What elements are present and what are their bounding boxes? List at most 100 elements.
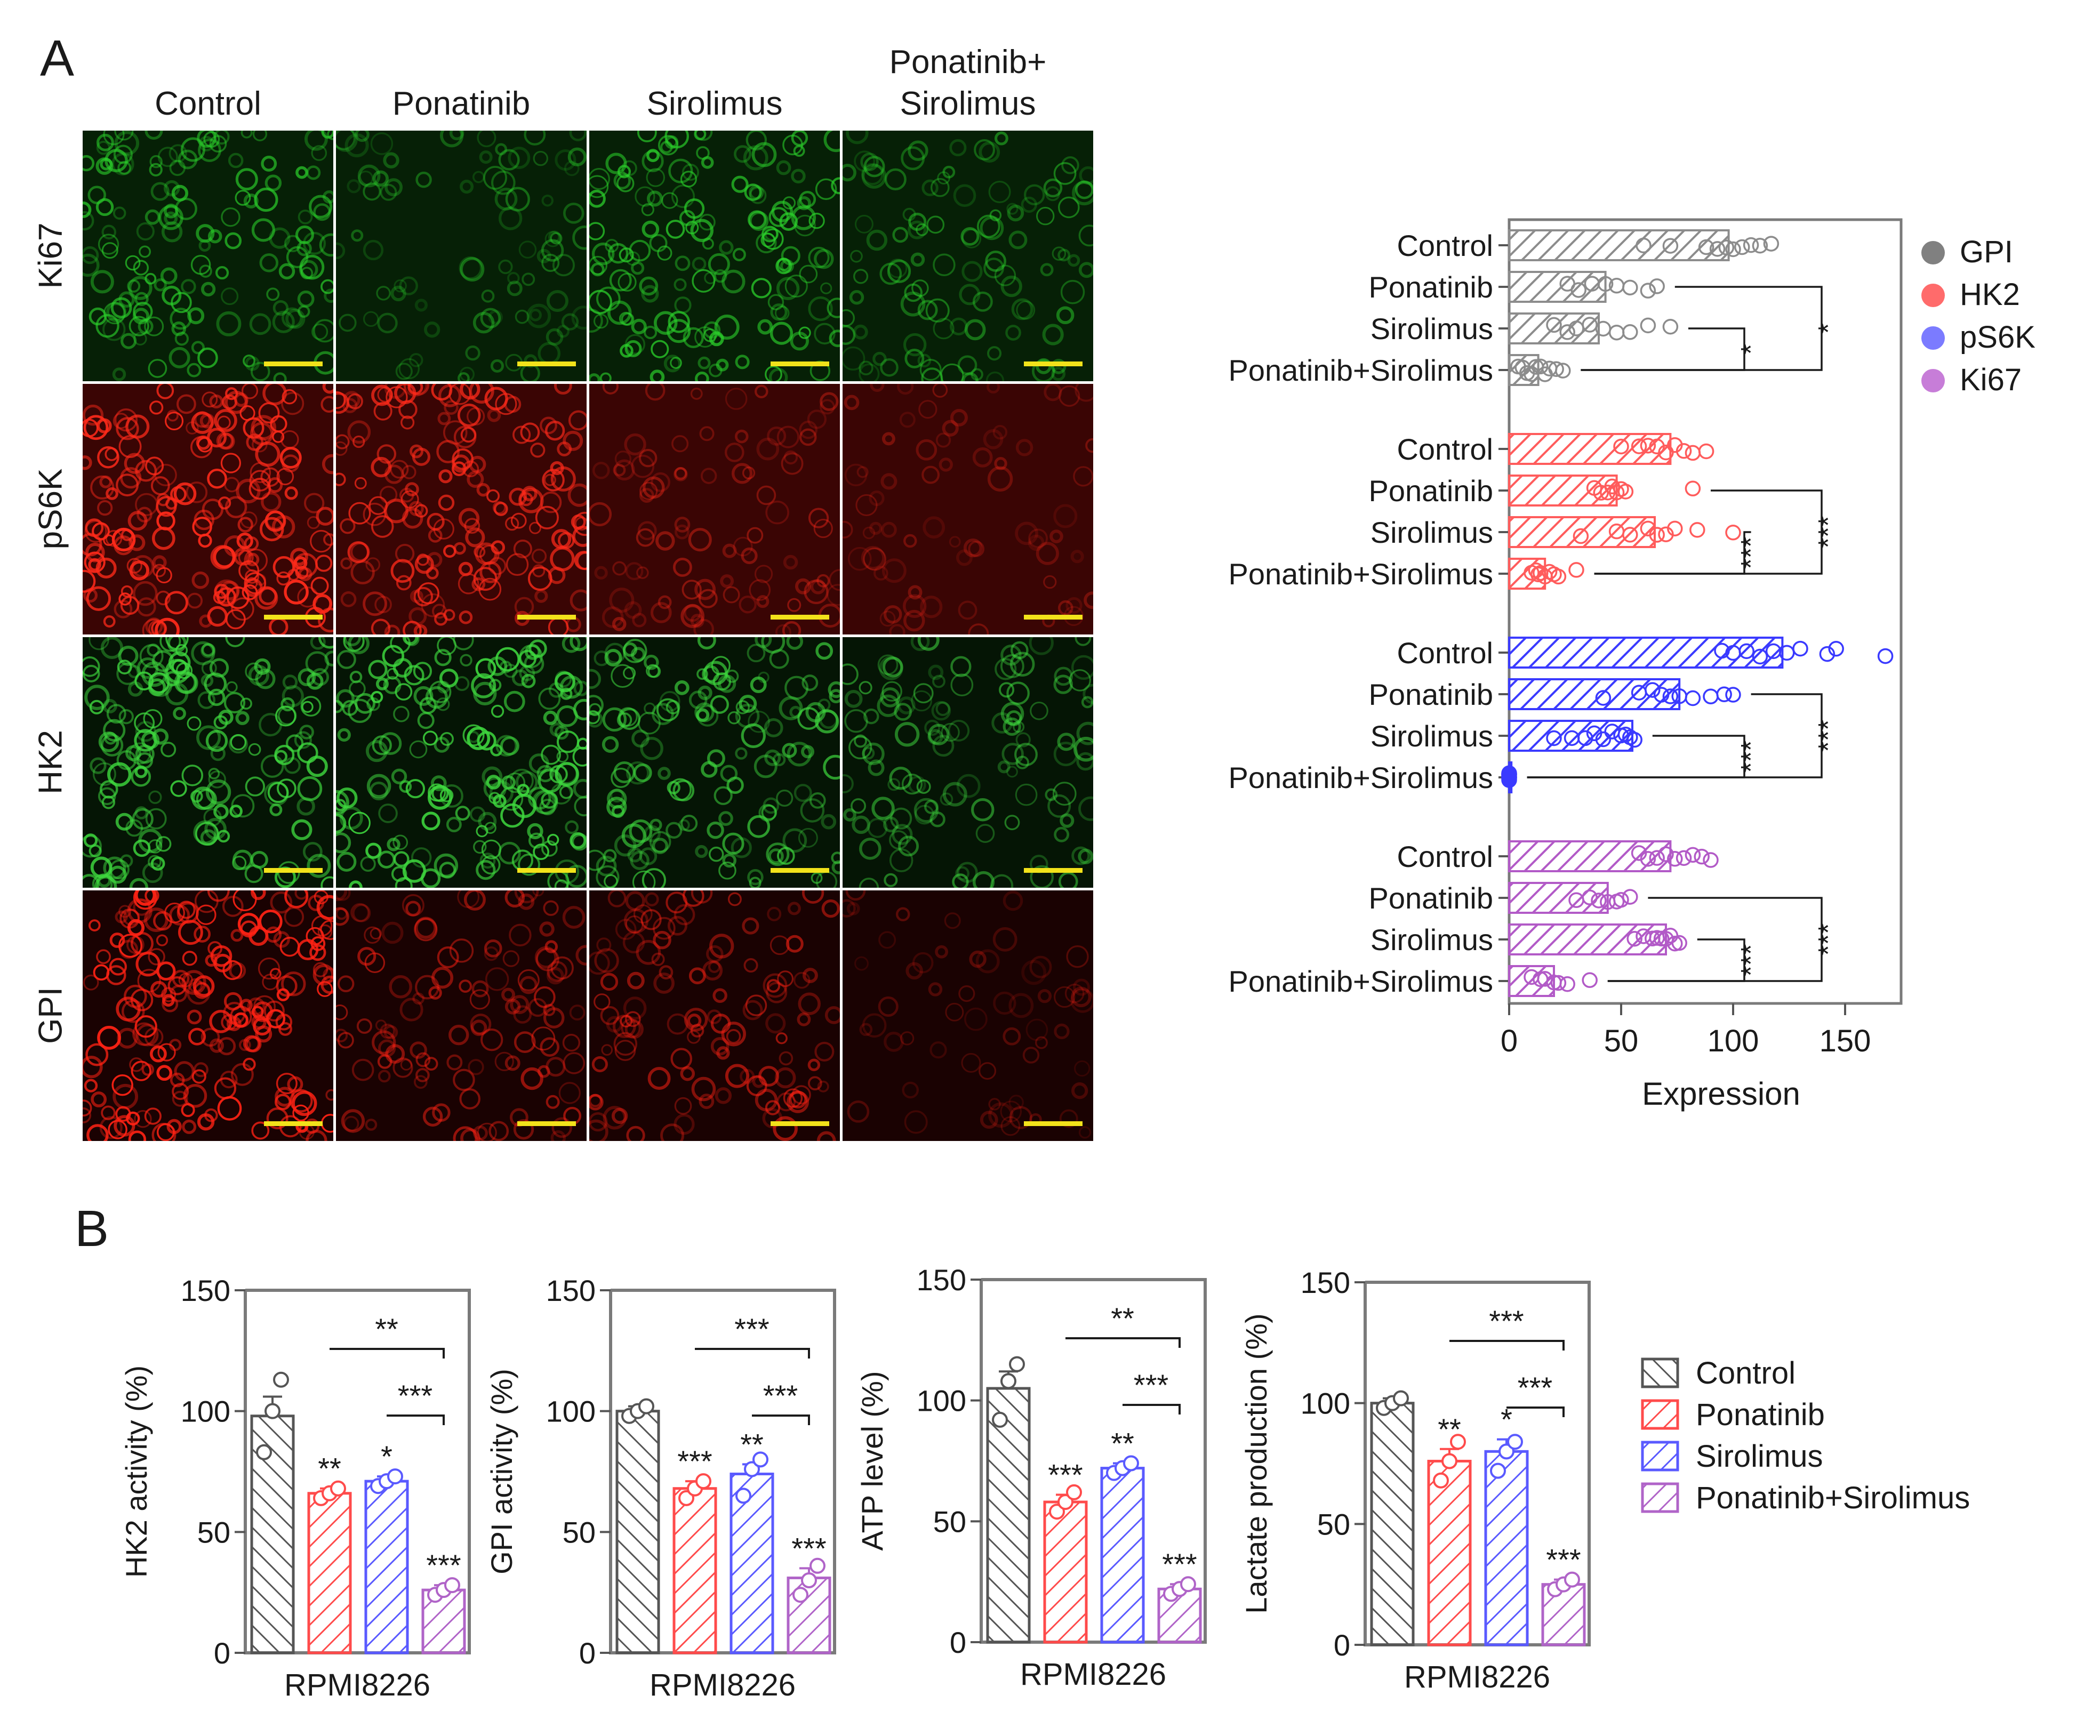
data-point bbox=[1752, 648, 1768, 665]
bar bbox=[1508, 637, 1784, 669]
data-point bbox=[1676, 443, 1692, 459]
y-tick-label: 50 bbox=[1317, 1507, 1350, 1541]
bar bbox=[1508, 475, 1618, 507]
significance-label: ** bbox=[375, 1312, 398, 1346]
micrograph-cells bbox=[843, 384, 1093, 634]
y-tick-label: 100 bbox=[917, 1384, 966, 1418]
significance-label: *** bbox=[1048, 1458, 1083, 1491]
data-point bbox=[1123, 1455, 1139, 1472]
micrograph-cells bbox=[336, 131, 587, 381]
bar bbox=[307, 1492, 352, 1654]
legend-label: Ki67 bbox=[1960, 363, 2022, 397]
significance-bracket bbox=[1065, 1337, 1181, 1348]
data-point bbox=[1671, 935, 1687, 951]
y-tick-label: 150 bbox=[546, 1274, 596, 1307]
plot-frame bbox=[1508, 218, 1903, 1005]
data-point bbox=[387, 1468, 403, 1485]
micrograph-cells bbox=[589, 131, 840, 381]
category-label: Control bbox=[1397, 840, 1493, 873]
data-point bbox=[1716, 686, 1732, 703]
bar bbox=[1427, 1459, 1472, 1646]
data-point bbox=[1530, 566, 1546, 583]
bar bbox=[1157, 1587, 1202, 1644]
scale-bar bbox=[1024, 361, 1083, 366]
data-point bbox=[1450, 1434, 1466, 1450]
legend-marker bbox=[1921, 241, 1945, 264]
significance-bracket bbox=[330, 1348, 445, 1359]
data-point bbox=[1546, 317, 1562, 333]
significance-label: *** bbox=[677, 1444, 712, 1478]
micrograph-tile bbox=[843, 384, 1093, 634]
significance-label: *** bbox=[1162, 1547, 1197, 1581]
data-point bbox=[1550, 975, 1567, 991]
legend-marker bbox=[1921, 284, 1945, 307]
significance-label: * bbox=[1501, 1403, 1512, 1436]
bar bbox=[1508, 678, 1681, 710]
x-axis-label: RPMI8226 bbox=[284, 1668, 430, 1702]
data-point bbox=[1550, 568, 1567, 585]
column-header: Ponatinib bbox=[392, 85, 531, 122]
data-point bbox=[1433, 1472, 1449, 1489]
scale-bar bbox=[771, 868, 829, 873]
x-axis-label: RPMI8226 bbox=[1404, 1660, 1550, 1694]
data-point bbox=[1738, 643, 1754, 660]
bar bbox=[1043, 1500, 1088, 1644]
scale-bar bbox=[517, 1121, 576, 1126]
data-point bbox=[1622, 527, 1638, 543]
data-point bbox=[1591, 893, 1607, 909]
significance-label: ** bbox=[1111, 1427, 1134, 1460]
legend-swatch bbox=[1641, 1399, 1679, 1430]
category-label: Ponatinib+Sirolimus bbox=[1229, 761, 1493, 794]
expression-bar-chart: Control Ponatinib Sirolimus Ponatinib+Sirol… bbox=[1229, 218, 2035, 1112]
significance-label: *** bbox=[426, 1548, 461, 1582]
data-point bbox=[330, 1480, 346, 1497]
significance-bracket bbox=[1123, 1404, 1181, 1414]
scale-bar bbox=[264, 1121, 323, 1126]
significance-label: * bbox=[381, 1440, 392, 1473]
data-point bbox=[1640, 851, 1656, 867]
data-point bbox=[1568, 562, 1584, 578]
data-point bbox=[1685, 690, 1701, 706]
scale-bar bbox=[264, 868, 323, 873]
scale-bar bbox=[1024, 1121, 1083, 1126]
micrograph-cells bbox=[336, 384, 587, 634]
data-point bbox=[1662, 238, 1679, 254]
data-point bbox=[1626, 930, 1642, 947]
data-point bbox=[1709, 241, 1726, 257]
data-point bbox=[1662, 688, 1679, 704]
data-point bbox=[1057, 1494, 1073, 1510]
micrograph-tile bbox=[843, 131, 1093, 381]
micrograph-cells bbox=[83, 384, 333, 634]
row-label: pS6K bbox=[32, 468, 69, 550]
data-point bbox=[1608, 324, 1625, 341]
data-point bbox=[1828, 641, 1844, 657]
data-point bbox=[695, 1473, 711, 1490]
significance-label: ** bbox=[740, 1427, 764, 1461]
data-point bbox=[1640, 283, 1656, 299]
significance-label: *** bbox=[734, 1312, 769, 1346]
data-point bbox=[1676, 850, 1692, 866]
bar bbox=[1100, 1467, 1145, 1644]
y-tick-label: 0 bbox=[214, 1636, 230, 1670]
data-point bbox=[1441, 1453, 1457, 1469]
significance-label: ** bbox=[1111, 1301, 1134, 1335]
micrograph-tile bbox=[589, 637, 840, 888]
category-label: Sirolimus bbox=[1370, 923, 1493, 957]
legend-label: Ponatinib bbox=[1696, 1397, 1825, 1432]
data-point bbox=[1559, 976, 1575, 992]
y-tick-label: 0 bbox=[1334, 1628, 1350, 1662]
data-point bbox=[1009, 1356, 1025, 1372]
data-point bbox=[1743, 237, 1759, 253]
data-point bbox=[1653, 687, 1670, 703]
data-point bbox=[992, 1411, 1008, 1428]
scale-bar bbox=[264, 361, 323, 366]
category-label: Ponatinib bbox=[1368, 474, 1493, 508]
data-point bbox=[1622, 324, 1638, 340]
bar-chart: 0 50 100 150 Lactate production (%) RPMI8226 *… bbox=[1239, 1266, 1591, 1694]
significance-label: *** bbox=[1813, 516, 1844, 549]
data-point bbox=[1667, 520, 1683, 537]
category-label: Ponatinib+Sirolimus bbox=[1229, 965, 1493, 998]
data-point bbox=[1752, 237, 1768, 254]
micrograph-tile bbox=[83, 131, 333, 381]
